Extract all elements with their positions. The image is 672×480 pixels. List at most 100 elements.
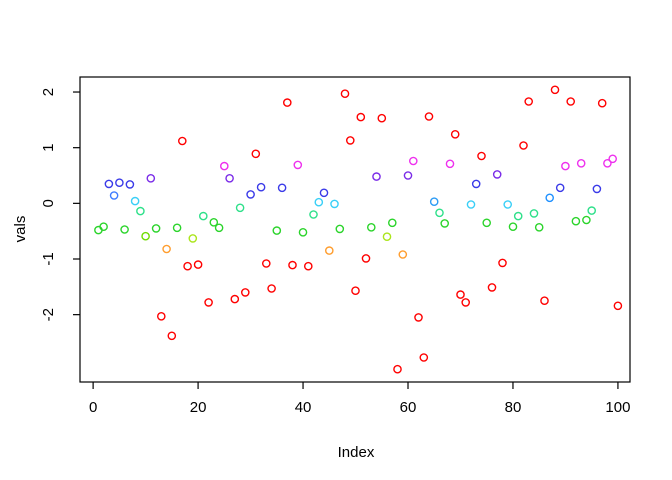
data-point (282, 98, 292, 107)
data-point (314, 197, 324, 207)
data-point (99, 222, 108, 231)
data-point (393, 364, 402, 374)
data-point (303, 261, 313, 271)
data-point (235, 203, 245, 213)
y-tick-label: 2 (40, 88, 57, 96)
data-point (456, 290, 465, 299)
data-point (366, 222, 376, 232)
x-axis-label: Index (338, 444, 375, 461)
data-point (94, 225, 103, 235)
data-point (403, 171, 413, 180)
data-point (125, 180, 135, 189)
data-point (240, 288, 250, 297)
data-point (398, 250, 408, 259)
data-point (162, 244, 171, 254)
data-point (288, 260, 297, 270)
data-point (361, 254, 371, 263)
x-tick-label: 100 (605, 399, 630, 416)
data-point (136, 206, 145, 216)
data-point (120, 225, 129, 234)
data-point (519, 141, 528, 150)
data-point (209, 217, 219, 227)
data-point (115, 178, 124, 187)
data-point (508, 222, 518, 231)
data-point (193, 260, 203, 269)
data-point (219, 161, 229, 171)
y-tick-label: -1 (40, 252, 57, 265)
data-point (503, 200, 513, 209)
data-point (277, 183, 287, 193)
data-point (534, 222, 544, 232)
data-point (540, 296, 549, 306)
data-point (267, 284, 276, 293)
data-point (582, 215, 591, 225)
data-point (603, 158, 612, 168)
data-point (566, 97, 576, 106)
data-point (597, 98, 607, 108)
data-point (230, 294, 240, 304)
y-tick-label: 1 (40, 144, 57, 152)
data-point (550, 85, 560, 95)
data-point (587, 206, 597, 215)
data-point (608, 154, 618, 164)
data-point (172, 223, 182, 233)
data-point (340, 89, 350, 98)
data-point (482, 218, 492, 228)
data-point (324, 246, 334, 255)
data-point (177, 136, 187, 146)
data-point (335, 224, 345, 234)
data-point (104, 179, 114, 189)
data-point (450, 129, 460, 139)
plot-border (79, 76, 631, 383)
data-point (109, 191, 119, 200)
data-point (545, 193, 555, 203)
data-point (524, 97, 534, 106)
data-point (330, 199, 339, 209)
data-point (298, 227, 308, 237)
x-tick-label: 20 (190, 399, 207, 416)
data-point (561, 161, 570, 171)
data-point (592, 184, 602, 194)
data-point (513, 211, 523, 221)
data-point (529, 209, 539, 218)
data-point (466, 200, 476, 209)
data-point (471, 179, 481, 189)
data-point (246, 190, 255, 199)
data-point (151, 224, 161, 233)
data-point (445, 159, 455, 169)
data-point (293, 160, 303, 170)
y-axis-ticks: -2 -1 0 1 2 (40, 88, 80, 321)
data-point (167, 331, 177, 341)
data-point (146, 173, 156, 183)
data-point (571, 216, 581, 226)
data-point (498, 258, 507, 268)
data-point (198, 211, 208, 221)
data-point (204, 298, 213, 307)
data-point (487, 283, 497, 292)
data-point (272, 226, 282, 235)
x-tick-label: 40 (295, 399, 312, 416)
x-tick-label: 80 (505, 399, 522, 416)
data-point (555, 183, 565, 193)
data-point (251, 149, 261, 159)
data-point (345, 136, 355, 145)
data-point (319, 188, 329, 198)
x-axis-ticks: 0 20 40 60 80 100 (89, 382, 630, 416)
data-point (408, 156, 418, 166)
x-tick-label: 0 (89, 399, 97, 416)
y-axis-label: vals (12, 216, 29, 243)
data-point (351, 286, 360, 296)
data-point (225, 173, 234, 183)
data-point (419, 353, 429, 362)
x-tick-label: 60 (400, 399, 417, 416)
data-point (424, 112, 434, 121)
data-point (387, 218, 397, 228)
data-point (429, 197, 439, 206)
data-point (256, 182, 266, 192)
data-point (372, 172, 381, 181)
data-point (414, 313, 423, 322)
data-point (492, 170, 502, 179)
data-point (613, 301, 623, 311)
